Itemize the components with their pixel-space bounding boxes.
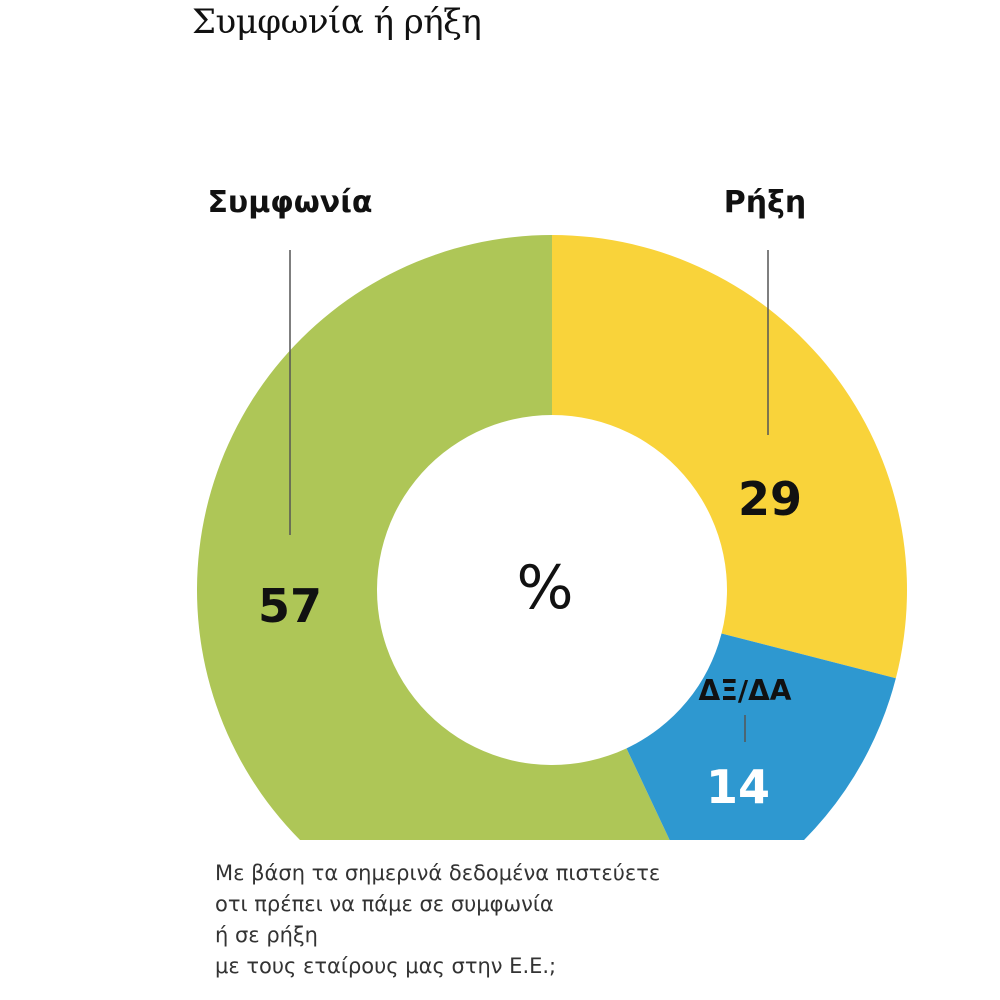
- slice-rixi: [552, 235, 908, 679]
- category-label-symfonia: Συμφωνία: [207, 185, 372, 220]
- leader-lines: [289, 250, 769, 742]
- donut-slices: [197, 235, 908, 840]
- value-label-dxda: 14: [706, 760, 770, 814]
- question-line-2: οτι πρέπει να πάμε σε συμφωνία: [215, 892, 554, 916]
- slice-labels: Συμφωνία Ρήξη ΔΞ/ΔΑ 57 29 14: [207, 185, 806, 814]
- question-line-4: με τους εταίρους μας στην Ε.Ε.;: [215, 954, 557, 978]
- slice-symfonia: [197, 235, 670, 840]
- donut-chart: Συμφωνία Ρήξη ΔΞ/ΔΑ 57 29 14 %: [197, 185, 908, 840]
- category-label-rixi: Ρήξη: [724, 185, 806, 220]
- center-percent-label: %: [516, 553, 573, 623]
- question-line-3: ή σε ρήξη: [215, 923, 318, 947]
- chart-title: Συμφωνία ή ρήξη: [192, 2, 482, 42]
- value-label-symfonia: 57: [258, 579, 322, 633]
- category-label-dxda: ΔΞ/ΔΑ: [699, 674, 792, 707]
- survey-question: Με βάση τα σημερινά δεδομένα πιστεύετε ο…: [215, 858, 660, 982]
- question-line-1: Με βάση τα σημερινά δεδομένα πιστεύετε: [215, 861, 661, 885]
- slice-dxda: [626, 633, 896, 840]
- value-label-rixi: 29: [738, 472, 802, 526]
